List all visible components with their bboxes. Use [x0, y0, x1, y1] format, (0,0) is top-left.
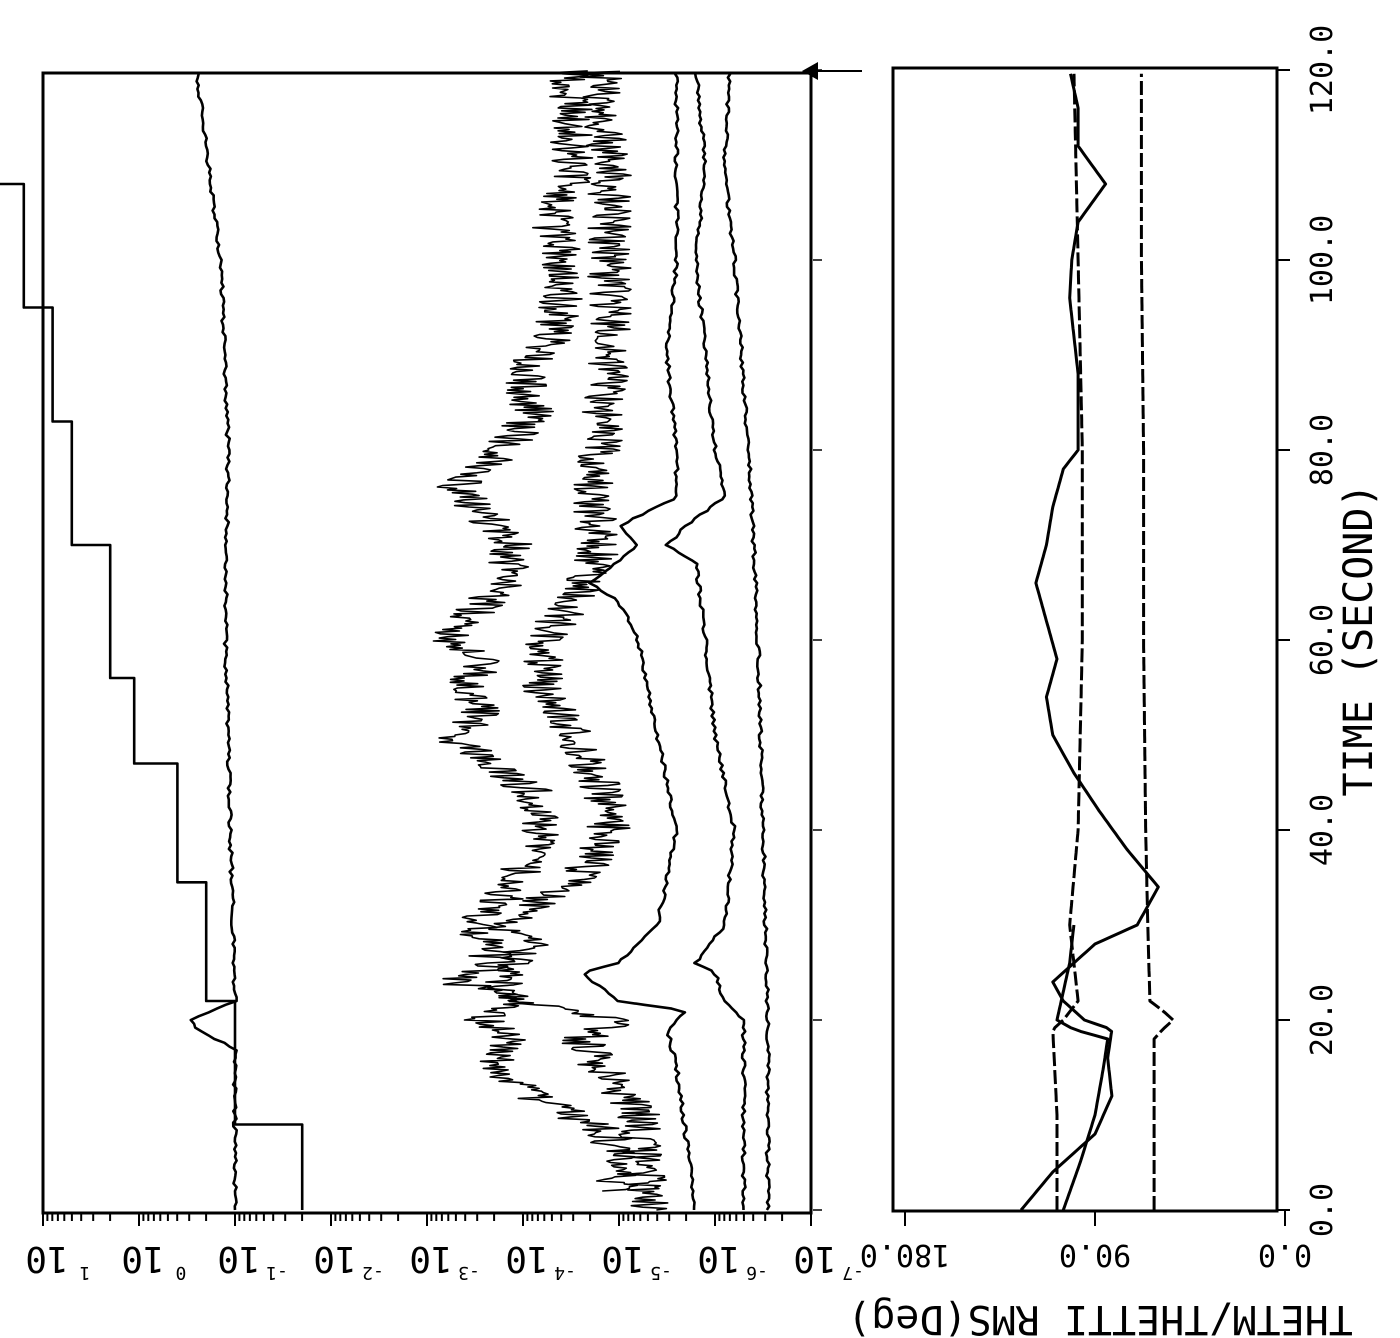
left-tick-base: 10: [409, 1238, 452, 1279]
right-series-line: [1055, 924, 1110, 1211]
time-tick-label: 60.0: [1305, 604, 1340, 676]
time-tick-label: 120.0: [1305, 25, 1340, 115]
left-tick-base: 10: [697, 1238, 740, 1279]
left-tick-exponent: -6: [746, 1262, 768, 1283]
left-series-group: [0, 70, 771, 1211]
left-tick-exponent: -2: [362, 1262, 384, 1283]
left-series-line: [583, 73, 696, 1211]
left-tick-label: 10 -6: [697, 1238, 768, 1283]
left-tick-base: 10: [601, 1238, 644, 1279]
time-tick-label: 40.0: [1305, 794, 1340, 866]
left-tick-base: 10: [313, 1238, 356, 1279]
right-tick-label: 90.0: [1059, 1237, 1131, 1272]
right-tick-label: 180.0: [860, 1237, 950, 1272]
time-tick-label: 0.0: [1305, 1183, 1340, 1237]
left-series-line: [432, 70, 639, 1192]
left-tick-label: 10 -3: [409, 1238, 480, 1283]
left-tick-exponent: -3: [458, 1262, 480, 1283]
left-tick-exponent: -7: [842, 1262, 864, 1283]
left-tick-exponent: -1: [266, 1262, 288, 1283]
time-tick-label: 100.0: [1305, 215, 1340, 305]
right-tick-labels: 180.0 90.0 0.0: [860, 1237, 1312, 1272]
left-tick-exponent: -5: [650, 1262, 672, 1283]
right-series-group: [1019, 73, 1175, 1211]
left-tick-label: 10 0: [121, 1238, 186, 1283]
right-ticks: [904, 1211, 1286, 1226]
left-series-line: [485, 70, 669, 1211]
left-tick-base: 10: [793, 1238, 836, 1279]
time-tick-label: 20.0: [1305, 984, 1340, 1056]
right-series-line: [1019, 73, 1160, 1211]
time-tick-labels: 0.0 20.0 40.0 60.0 80.0 100.0 120.0: [813, 25, 1340, 1237]
right-axis-title: THETM/THETTI RMS(Deg): [847, 1296, 1353, 1338]
left-tick-base: 10: [505, 1238, 548, 1279]
time-axis-title: TIME (SECOND): [1336, 483, 1382, 796]
left-tick-exponent: 0: [176, 1262, 187, 1283]
left-tick-label: 10 -2: [313, 1238, 384, 1283]
left-tick-label: 10 1: [25, 1238, 90, 1283]
left-tick-exponent: 1: [80, 1262, 91, 1283]
right-panel-frame: [891, 66, 1279, 1213]
left-tick-exponent: -4: [554, 1262, 576, 1283]
left-tick-base: 10: [217, 1238, 260, 1279]
left-minor-ticks: [42, 1213, 812, 1226]
left-series-line: [189, 73, 238, 1211]
left-tick-label: 10 -7: [793, 1238, 864, 1283]
left-series-line: [0, 182, 304, 1210]
left-tick-base: 10: [25, 1238, 68, 1279]
left-series-line: [722, 73, 771, 1211]
right-series-line: [1139, 73, 1175, 1210]
left-series-line: [664, 73, 747, 1211]
left-tick-label: 10 -5: [601, 1238, 672, 1283]
left-tick-labels: 10 1 10 0 10 -1 10 -2 10 -3 10 -4 10 -5 10 -6 10 -7: [25, 1238, 864, 1283]
time-tick-label: 80.0: [1305, 414, 1340, 486]
indicator-arrow: [802, 62, 818, 80]
left-tick-label: 10 -1: [217, 1238, 288, 1283]
left-tick-base: 10: [121, 1238, 164, 1279]
left-tick-label: 10 -4: [505, 1238, 576, 1283]
right-tick-label: 0.0: [1258, 1237, 1312, 1272]
right-series-line: [1051, 73, 1084, 1210]
